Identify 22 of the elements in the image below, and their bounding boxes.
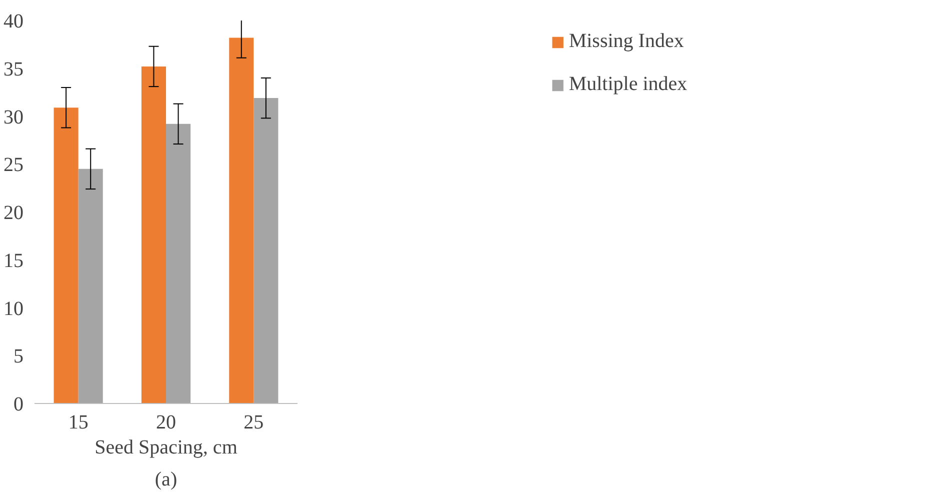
bar <box>78 168 103 404</box>
bar <box>229 38 254 404</box>
y-tick-label: 20 <box>4 202 24 224</box>
x-axis-title: Seed Spacing, cm <box>94 436 238 458</box>
y-tick-label: 5 <box>14 346 24 368</box>
y-tick-label: 40 <box>4 10 24 32</box>
y-tick-label: 30 <box>4 106 24 128</box>
y-tick-label: 0 <box>14 394 24 416</box>
x-tick-label: 15 <box>68 412 88 434</box>
bar <box>166 124 191 404</box>
x-tick-label: 20 <box>156 412 176 434</box>
y-tick-label: 15 <box>4 250 24 272</box>
y-tick-label: 25 <box>4 154 24 176</box>
x-tick-label: 25 <box>244 412 264 434</box>
legend-label: Multiple index <box>568 73 688 96</box>
y-tick-label: 10 <box>4 298 24 320</box>
legend-label: Missing Index <box>568 30 684 53</box>
bar <box>54 108 78 404</box>
text: (a) <box>154 468 178 490</box>
bar <box>254 98 278 404</box>
y-tick-label: 35 <box>4 58 24 80</box>
bar <box>141 66 166 404</box>
